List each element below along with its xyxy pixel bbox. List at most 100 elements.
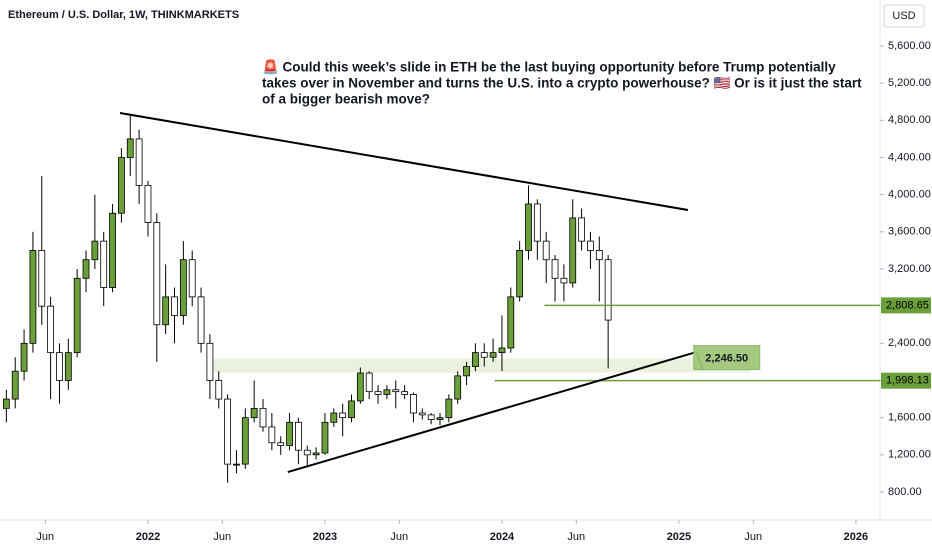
candle-body xyxy=(330,412,338,423)
candle-body xyxy=(587,240,594,251)
candle-body xyxy=(224,398,232,465)
candle-body xyxy=(277,442,285,446)
y-tick-label: 5,200.00 xyxy=(888,77,931,89)
trendline xyxy=(287,351,697,473)
x-tick-label: Jun xyxy=(390,531,408,543)
candle-body xyxy=(471,352,479,367)
level-label-box xyxy=(881,372,931,389)
y-tick-label: 3,600.00 xyxy=(888,226,931,238)
candle-body xyxy=(56,352,63,381)
y-tick-label: 1,200.00 xyxy=(888,449,931,461)
candle-body xyxy=(427,414,435,420)
candle-body xyxy=(38,250,46,307)
candle-body xyxy=(489,352,497,358)
candle-body xyxy=(436,417,444,420)
candle-body xyxy=(383,389,391,395)
candle-body xyxy=(498,347,506,354)
candle-body xyxy=(410,394,417,414)
x-tick-label: Jun xyxy=(744,531,762,543)
x-tick-label: 2025 xyxy=(667,531,691,543)
candle-body xyxy=(126,138,134,158)
x-tick-label: 2024 xyxy=(490,531,515,543)
candle-body xyxy=(480,352,488,358)
currency[interactable]: USD xyxy=(892,10,915,22)
candle-body xyxy=(11,370,19,400)
candle-body xyxy=(295,421,302,451)
candle-body xyxy=(321,421,329,454)
level-label: 2,808.65 xyxy=(886,299,929,311)
x-tick-label: Jun xyxy=(567,531,585,543)
annotation: of a bigger bearish move? xyxy=(262,92,430,107)
callout-box xyxy=(693,345,761,371)
candle-body xyxy=(100,240,108,288)
candle-body xyxy=(20,342,28,372)
y-tick-label: 1,600.00 xyxy=(888,412,931,424)
candle-body xyxy=(365,372,373,393)
candle-body xyxy=(392,389,400,393)
candle-body xyxy=(29,250,37,344)
candle-body xyxy=(418,412,426,416)
callout-label: 2,246.50 xyxy=(705,353,748,365)
candle-body xyxy=(64,352,72,381)
level-label: 1,998.13 xyxy=(886,375,929,387)
candle-body xyxy=(516,250,524,298)
candle-body xyxy=(578,217,585,242)
candle-body xyxy=(118,157,125,214)
candle-body xyxy=(197,296,205,344)
annotation: takes over in November and turns the U.S… xyxy=(262,76,862,91)
candle-body xyxy=(401,391,409,395)
candle-body xyxy=(135,138,143,186)
candle-body xyxy=(188,259,196,298)
candle-body xyxy=(241,417,249,465)
candle-body xyxy=(2,398,10,409)
candle-body xyxy=(533,203,541,242)
candle-body xyxy=(348,400,355,419)
support-zone xyxy=(213,358,750,373)
candle-body xyxy=(171,296,178,316)
y-tick-label: 3,200.00 xyxy=(888,263,931,275)
candle-body xyxy=(339,412,347,419)
candle-body xyxy=(525,203,532,251)
currency-box[interactable] xyxy=(883,4,925,28)
candle-body xyxy=(179,259,187,316)
x-tick-label: 2023 xyxy=(313,531,337,543)
y-tick-label: 2,400.00 xyxy=(888,337,931,349)
candle-body xyxy=(82,259,90,279)
candle-body xyxy=(303,449,311,456)
y-tick-label: 4,400.00 xyxy=(888,151,931,163)
candle-body xyxy=(604,259,612,321)
candle-body xyxy=(507,296,515,349)
candle-body xyxy=(374,391,382,395)
candle-body xyxy=(233,463,240,466)
candle-body xyxy=(144,184,152,223)
trendline xyxy=(119,112,689,211)
candle-body xyxy=(312,452,320,456)
candle-body xyxy=(215,380,223,400)
candle-body xyxy=(47,305,55,354)
candle-body xyxy=(73,277,81,354)
y-tick-label: 800.00 xyxy=(888,486,922,498)
candle-body xyxy=(595,250,603,261)
candle-body xyxy=(463,366,470,377)
y-tick-label: 4,800.00 xyxy=(888,114,931,126)
candle-body xyxy=(356,372,364,402)
candle-body xyxy=(569,217,577,284)
candle-body xyxy=(542,240,550,261)
candle-body xyxy=(250,407,258,419)
candle-body xyxy=(286,421,293,446)
level-label-box xyxy=(881,297,931,314)
annotation: 🚨 Could this week’s slide in ETH be the … xyxy=(262,59,836,75)
candle-body xyxy=(445,398,453,419)
candle-body xyxy=(109,212,116,288)
x-tick-label: Jun xyxy=(213,531,231,543)
x-tick-label: 2026 xyxy=(844,531,868,543)
x-tick-label: 2022 xyxy=(136,531,160,543)
chart-title: Ethereum / U.S. Dollar, 1W, THINKMARKETS xyxy=(8,9,239,21)
x-tick-label: Jun xyxy=(36,531,54,543)
y-tick-label: 4,000.00 xyxy=(888,189,931,201)
candle-body xyxy=(268,426,276,444)
candle-body xyxy=(162,296,170,326)
candle-body xyxy=(91,240,99,261)
candle-body xyxy=(551,259,559,279)
